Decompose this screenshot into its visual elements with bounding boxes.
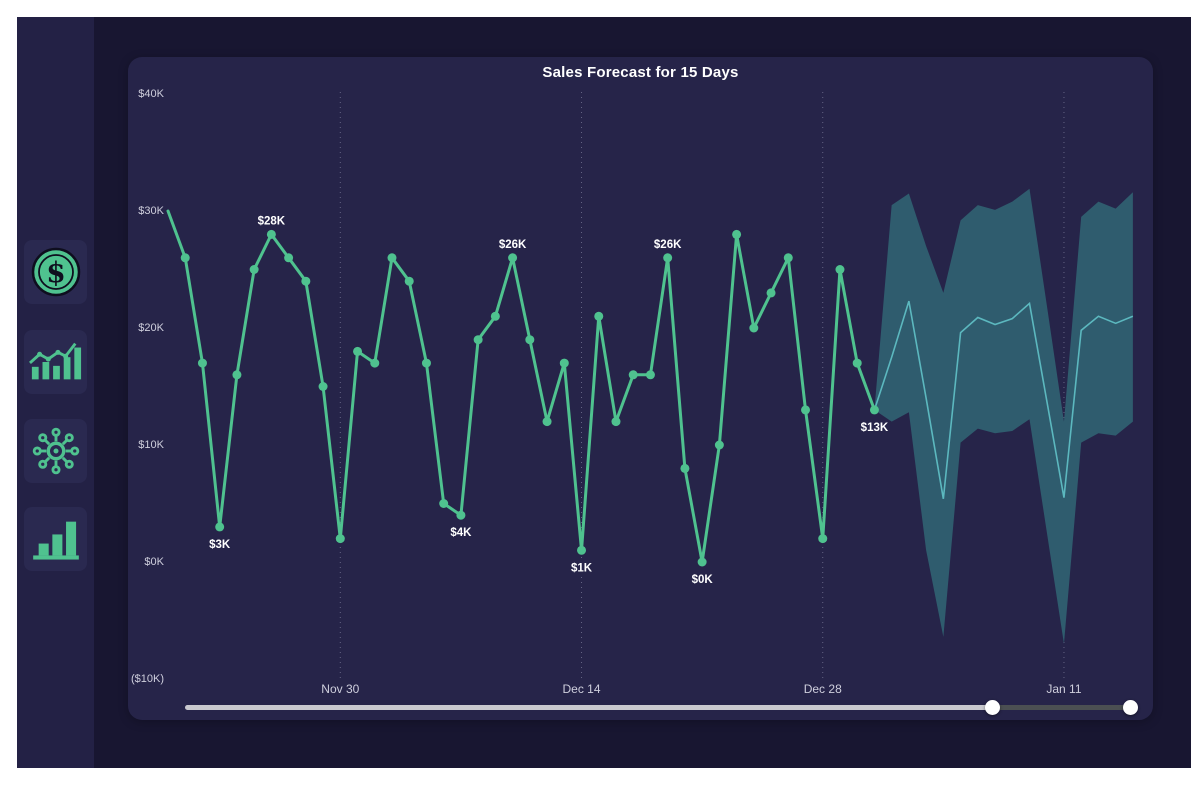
data-label: $26K (499, 239, 527, 251)
svg-text:$: $ (46, 256, 65, 289)
data-point[interactable] (266, 229, 276, 239)
y-axis-label: $40K (138, 88, 164, 100)
y-axis-label: ($10K) (130, 673, 164, 685)
data-point[interactable] (197, 358, 207, 368)
data-point[interactable] (852, 358, 862, 368)
forecast-confidence-band (874, 188, 1133, 644)
data-point[interactable] (783, 253, 793, 263)
data-point[interactable] (404, 276, 414, 286)
actual-line (166, 209, 876, 564)
data-label: $3K (209, 539, 231, 551)
sidebar: $ (17, 17, 94, 768)
data-point[interactable] (680, 463, 690, 473)
data-point[interactable] (749, 323, 759, 333)
data-point[interactable] (284, 253, 294, 263)
sidebar-item-trends[interactable] (24, 330, 87, 394)
data-point[interactable] (645, 370, 655, 380)
data-point[interactable] (766, 288, 776, 298)
y-axis-label: $0K (144, 556, 164, 568)
data-point[interactable] (353, 346, 363, 356)
y-axis-label: $30K (138, 205, 164, 217)
data-label: $1K (571, 562, 593, 574)
data-point[interactable] (249, 265, 259, 274)
forecast-line (873, 300, 1134, 499)
x-axis-label: Jan 11 (1046, 682, 1082, 696)
data-point[interactable] (318, 382, 328, 391)
data-point[interactable] (456, 510, 466, 520)
data-point[interactable] (663, 253, 673, 263)
data-label: $4K (450, 527, 472, 539)
data-label: $13K (861, 422, 889, 434)
data-label: $28K (258, 215, 286, 227)
data-label: $26K (654, 239, 682, 251)
data-point[interactable] (697, 557, 707, 567)
y-axis-label: $10K (138, 439, 164, 451)
data-point[interactable] (421, 358, 431, 368)
data-point[interactable] (335, 534, 345, 544)
data-point[interactable] (525, 335, 535, 345)
network-hub-icon (32, 427, 79, 475)
data-point[interactable] (628, 370, 638, 380)
data-point[interactable] (801, 405, 811, 415)
trend-bars-icon (28, 342, 81, 380)
chart-title: Sales Forecast for 15 Days (542, 64, 739, 81)
slider-handle-left[interactable] (985, 700, 1001, 715)
data-point[interactable] (732, 229, 742, 239)
x-axis-label: Dec 28 (803, 682, 842, 696)
data-point[interactable] (232, 370, 242, 380)
y-axis-label: $20K (138, 322, 164, 334)
data-point[interactable] (714, 440, 724, 450)
data-point[interactable] (508, 253, 518, 263)
data-point[interactable] (577, 545, 587, 555)
range-slider-selection[interactable] (992, 705, 1130, 710)
bar-chart-icon (32, 521, 79, 560)
data-label: $0K (692, 574, 714, 586)
data-point[interactable] (215, 522, 225, 532)
data-point[interactable] (869, 405, 879, 415)
forecast-chart-panel: Sales Forecast for 15 Days $3K $28K $4K $26… (128, 57, 1153, 720)
data-point[interactable] (439, 499, 449, 508)
report-app: $ (17, 17, 1191, 768)
data-point[interactable] (473, 335, 483, 345)
data-point[interactable] (818, 534, 828, 544)
sidebar-item-bars[interactable] (24, 507, 87, 571)
dollar-coin-icon: $ (31, 247, 80, 297)
x-axis-label: Dec 14 (562, 682, 601, 696)
data-point[interactable] (611, 417, 621, 427)
data-point[interactable] (370, 358, 380, 368)
range-slider-track[interactable] (185, 705, 1130, 710)
sidebar-item-sales[interactable]: $ (24, 240, 87, 304)
forecast-line-chart[interactable]: $3K $28K $4K $26K $1K $26K $0K $13K (128, 57, 1153, 720)
data-point[interactable] (387, 253, 397, 263)
data-point[interactable] (835, 265, 845, 274)
data-point[interactable] (180, 253, 190, 263)
data-point[interactable] (301, 276, 311, 286)
x-axis-label: Nov 30 (321, 682, 360, 696)
data-point[interactable] (490, 311, 500, 321)
data-point[interactable] (594, 311, 604, 321)
data-point[interactable] (542, 417, 552, 427)
data-point[interactable] (559, 358, 569, 368)
sidebar-item-network[interactable] (24, 419, 87, 483)
slider-handle-right[interactable] (1122, 700, 1138, 715)
